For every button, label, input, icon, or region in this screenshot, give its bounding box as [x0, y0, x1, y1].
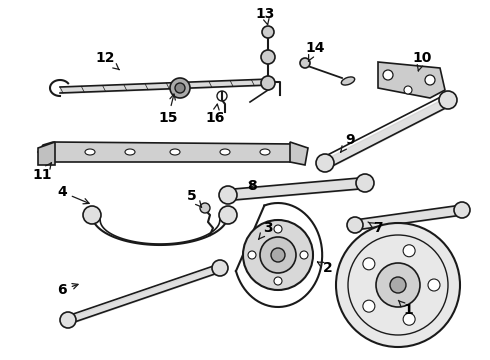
- Text: 6: 6: [57, 283, 78, 297]
- Text: 3: 3: [259, 221, 273, 239]
- Circle shape: [336, 223, 460, 347]
- Circle shape: [439, 91, 457, 109]
- Ellipse shape: [170, 149, 180, 155]
- Circle shape: [248, 251, 256, 259]
- Circle shape: [262, 26, 274, 38]
- Circle shape: [376, 263, 420, 307]
- Text: 13: 13: [255, 7, 275, 25]
- Text: 12: 12: [95, 51, 119, 70]
- Circle shape: [212, 260, 228, 276]
- Text: 2: 2: [318, 261, 333, 275]
- Circle shape: [316, 154, 334, 172]
- Ellipse shape: [220, 149, 230, 155]
- Polygon shape: [38, 142, 305, 162]
- Circle shape: [428, 279, 440, 291]
- Text: 5: 5: [187, 189, 201, 207]
- Circle shape: [363, 300, 375, 312]
- Ellipse shape: [125, 149, 135, 155]
- Text: 14: 14: [305, 41, 325, 61]
- Circle shape: [200, 203, 210, 213]
- Circle shape: [274, 277, 282, 285]
- Text: 8: 8: [247, 179, 257, 193]
- Circle shape: [383, 70, 393, 80]
- Circle shape: [274, 225, 282, 233]
- Polygon shape: [38, 142, 55, 165]
- Circle shape: [60, 312, 76, 328]
- Circle shape: [300, 58, 310, 68]
- Circle shape: [243, 220, 313, 290]
- Circle shape: [300, 251, 308, 259]
- Text: 9: 9: [341, 133, 355, 152]
- Circle shape: [356, 174, 374, 192]
- Ellipse shape: [260, 149, 270, 155]
- Text: 10: 10: [412, 51, 432, 71]
- Circle shape: [261, 76, 275, 90]
- Circle shape: [404, 86, 412, 94]
- Circle shape: [170, 78, 190, 98]
- Text: 15: 15: [158, 94, 178, 125]
- Circle shape: [219, 186, 237, 204]
- Circle shape: [403, 313, 415, 325]
- Circle shape: [175, 83, 185, 93]
- Circle shape: [454, 202, 470, 218]
- Circle shape: [83, 206, 101, 224]
- Circle shape: [347, 217, 363, 233]
- Text: 7: 7: [368, 221, 383, 235]
- Ellipse shape: [342, 77, 355, 85]
- Polygon shape: [378, 62, 445, 98]
- Text: 4: 4: [57, 185, 89, 204]
- Circle shape: [390, 277, 406, 293]
- Text: 1: 1: [398, 300, 413, 317]
- Text: 11: 11: [32, 163, 52, 182]
- Circle shape: [219, 206, 237, 224]
- Circle shape: [425, 75, 435, 85]
- Polygon shape: [290, 142, 308, 165]
- Circle shape: [403, 245, 415, 257]
- Text: 16: 16: [205, 104, 225, 125]
- Circle shape: [363, 258, 375, 270]
- Circle shape: [271, 248, 285, 262]
- Ellipse shape: [85, 149, 95, 155]
- Circle shape: [260, 237, 296, 273]
- Circle shape: [261, 50, 275, 64]
